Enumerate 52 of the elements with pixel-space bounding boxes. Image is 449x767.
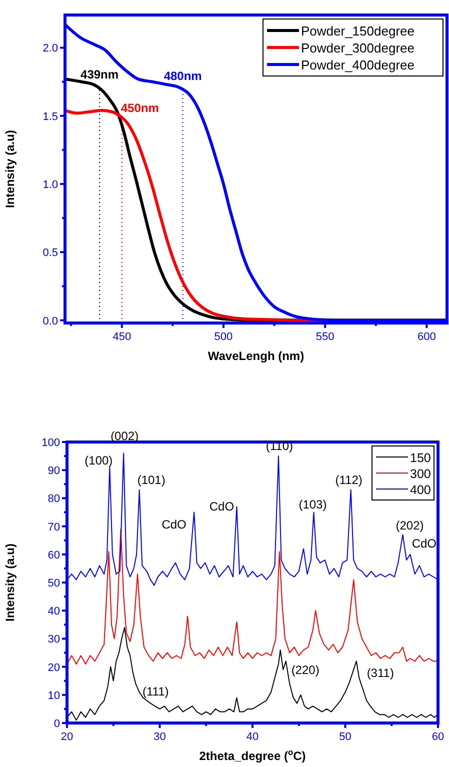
x-tick-label: 500 (214, 331, 233, 343)
y-tick-label: 60 (48, 549, 60, 562)
annotation: CdO (209, 500, 234, 514)
legend-label: Powder_400degree (301, 58, 414, 72)
annotation: (202) (396, 518, 424, 533)
y-tick-label: 30 (48, 634, 60, 646)
annotation: (112) (335, 472, 362, 487)
x-tick-label: 550 (316, 331, 334, 343)
y-tick-label: 90 (48, 465, 60, 478)
legend-label: Powder_300degree (301, 40, 414, 56)
legend-label: 300 (410, 467, 431, 481)
y-tick-label: 40 (48, 606, 60, 618)
annotation: (311) (366, 666, 394, 680)
line-series (66, 626, 438, 721)
y-tick-label: 0.0 (42, 315, 58, 328)
annotation: CdO (162, 517, 186, 532)
legend-label: Powder_150degree (301, 24, 414, 38)
ref-line-label: 480nm (164, 68, 202, 83)
y-tick-label: 70 (48, 521, 60, 534)
y-tick-label: 10 (48, 690, 60, 702)
y-tick-label: 0.5 (42, 247, 58, 260)
y-tick-label: 1.0 (42, 178, 58, 191)
annotation: (111) (142, 684, 169, 699)
annotation: (103) (298, 497, 327, 512)
x-tick-label: 40 (246, 731, 259, 743)
annotation: (100) (84, 453, 113, 468)
x-tick-label: 20 (60, 731, 74, 743)
annotation: (110) (266, 439, 294, 454)
legend-label: 400 (410, 483, 431, 497)
annotation: (220) (291, 662, 320, 677)
x-tick-label: 450 (112, 331, 132, 343)
annotation: (101) (137, 472, 166, 487)
x-axis-title: 2theta_degree ($^{o}$C) (199, 747, 306, 763)
y-tick-label: 0 (54, 718, 60, 730)
annotation: CdO (412, 536, 437, 550)
ref-line-label: 439nm (80, 68, 119, 82)
y-tick-label: 80 (48, 493, 60, 506)
legend-label: 150 (410, 451, 431, 465)
x-axis-title: WaveLengh (nm) (208, 349, 304, 363)
annotation: (002) (110, 429, 139, 444)
y-tick-label: 20 (48, 662, 60, 674)
x-tick-label: 30 (154, 731, 166, 743)
y-tick-label: 2.0 (42, 42, 58, 55)
y-axis-title: Intensity (a.u) (3, 543, 17, 622)
x-tick-label: 600 (418, 331, 436, 343)
y-tick-label: 50 (48, 578, 60, 590)
y-axis-title: Intensity (a.u) (3, 130, 17, 208)
x-tick-label: 50 (339, 731, 352, 743)
x-tick-label: 60 (432, 731, 444, 743)
ref-line-label: 450nm (120, 100, 159, 115)
y-tick-label: 1.5 (42, 110, 58, 123)
y-tick-label: 100 (42, 437, 60, 449)
